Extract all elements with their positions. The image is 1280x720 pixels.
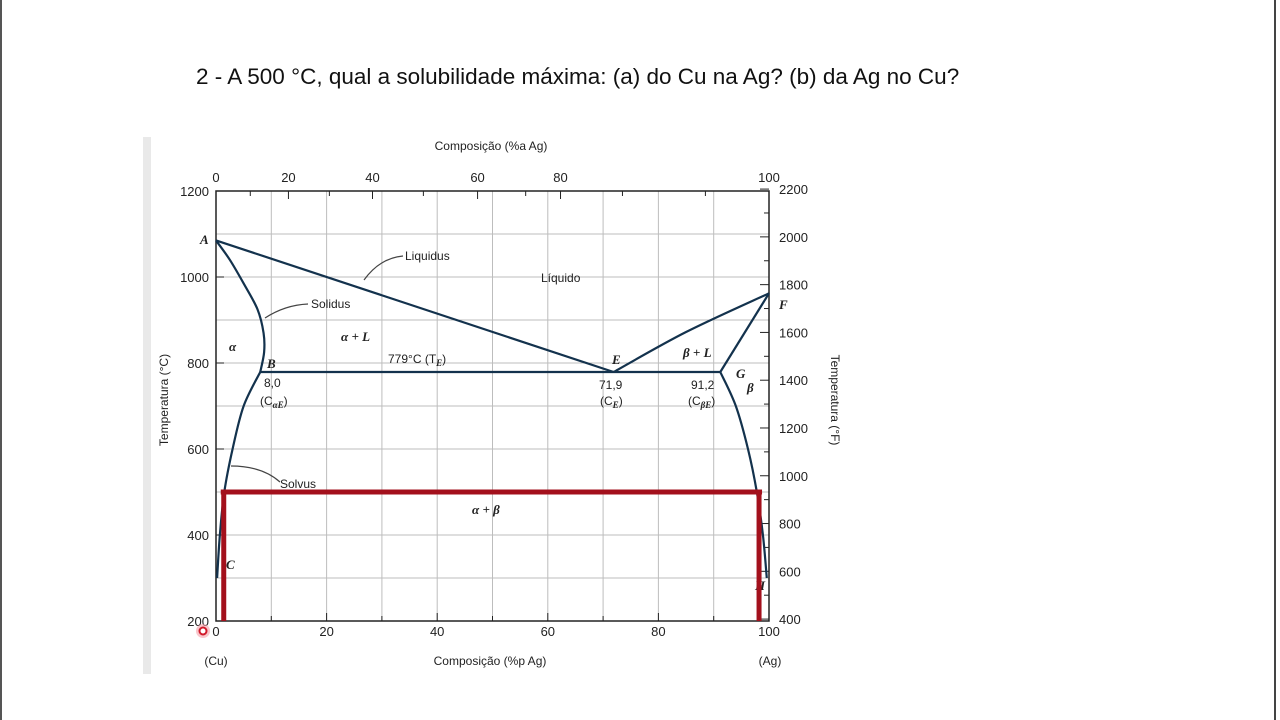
point-c-label: C (226, 557, 235, 572)
top-tick-label: 100 (758, 170, 780, 185)
bottom-tick-label: 40 (430, 624, 444, 639)
point-a-label: A (199, 232, 209, 247)
cu-end-label: (Cu) (204, 654, 227, 668)
liquidus-leader (363, 255, 404, 281)
top-tick-label: 0 (212, 170, 219, 185)
solvus-label: Solvus (280, 477, 316, 491)
curve-solidus-right (719, 292, 770, 373)
image-border (143, 137, 151, 674)
screen-edge-right (1274, 0, 1276, 720)
liquid-region-label: Líquido (541, 271, 581, 285)
bottom-axis-title: Composição (%p Ag) (434, 654, 547, 668)
curve-solidus-left (215, 239, 266, 373)
eutectic-temperature-label-close: ) (442, 352, 446, 366)
curve-liquidus-left (215, 239, 614, 374)
c-alpha-label: (CαE) (260, 394, 288, 410)
right-tick-label: 2000 (779, 230, 808, 245)
screen-edge-left (0, 0, 2, 720)
bottom-tick-label: 80 (651, 624, 665, 639)
right-axis-title: Temperatura (°F) (828, 355, 842, 446)
left-tick-label: 600 (187, 442, 209, 457)
c-beta-label-close: ) (711, 394, 715, 408)
c-e-label-close: ) (619, 394, 623, 408)
beta-region-label: β (746, 380, 754, 395)
left-tick-label: 400 (187, 528, 209, 543)
alpha-liquid-region-label: α + L (341, 329, 370, 344)
alpha-beta-region-label: α + β (472, 502, 500, 517)
bottom-tick-label: 20 (319, 624, 333, 639)
point-f-label: F (778, 297, 788, 312)
question-title: 2 - A 500 °C, qual a solubilidade máxima… (196, 64, 960, 89)
bottom-tick-label: 0 (212, 624, 219, 639)
eutectic-temperature-label-sub: E (435, 358, 442, 368)
curve-liquidus-right (613, 292, 770, 373)
eutectic-temperature-label-main: 779°C (T (388, 352, 437, 366)
left-tick-label: 800 (187, 356, 209, 371)
liquidus-label: Liquidus (405, 249, 450, 263)
curve-solvus-right (719, 371, 768, 579)
c-alpha-label-close: ) (284, 394, 288, 408)
c-beta-value: 91,2 (691, 378, 715, 392)
right-tick-label: 1600 (779, 325, 808, 340)
bottom-tick-label: 100 (758, 624, 780, 639)
cursor-pointer-icon (198, 626, 208, 636)
right-tick-label: 1800 (779, 278, 808, 293)
c-beta-label: (CβE) (688, 394, 715, 410)
right-tick-label: 800 (779, 517, 801, 532)
point-b-label: B (266, 356, 276, 371)
c-e-label: (CE) (600, 394, 623, 410)
beta-liquid-region-label: β + L (682, 345, 712, 360)
right-tick-label: 1200 (779, 421, 808, 436)
left-tick-label: 1000 (180, 270, 209, 285)
solvus-leader (230, 465, 281, 483)
right-tick-label: 1400 (779, 373, 808, 388)
point-g-label: G (736, 366, 746, 381)
c-e-label-main: (C (600, 394, 613, 408)
right-tick-label: 400 (779, 612, 801, 627)
c-beta-label-main: (C (688, 394, 701, 408)
left-tick-label: 1200 (180, 184, 209, 199)
top-tick-label: 80 (553, 170, 567, 185)
left-axis-title: Temperatura (°C) (157, 354, 171, 446)
right-tick-label: 2200 (779, 182, 808, 197)
c-alpha-label-sub: αE (273, 400, 284, 410)
c-e-value: 71,9 (599, 378, 623, 392)
top-tick-label: 40 (365, 170, 379, 185)
top-tick-label: 60 (470, 170, 484, 185)
solidus-label: Solidus (311, 297, 350, 311)
curve-solvus-left (216, 371, 262, 579)
bottom-tick-label: 60 (541, 624, 555, 639)
c-e-label-sub: E (612, 400, 619, 410)
ag-end-label: (Ag) (759, 654, 782, 668)
c-beta-label-sub: βE (700, 400, 712, 410)
c-alpha-label-main: (C (260, 394, 273, 408)
alpha-region-label: α (229, 339, 237, 354)
solidus-leader (264, 303, 309, 319)
top-tick-label: 20 (281, 170, 295, 185)
top-axis-title: Composição (%a Ag) (435, 139, 548, 153)
right-tick-label: 600 (779, 564, 801, 579)
eutectic-temperature-label: 779°C (TE) (388, 352, 446, 368)
point-e-label: E (611, 352, 621, 367)
c-alpha-value: 8,0 (264, 376, 281, 390)
right-tick-label: 1000 (779, 469, 808, 484)
